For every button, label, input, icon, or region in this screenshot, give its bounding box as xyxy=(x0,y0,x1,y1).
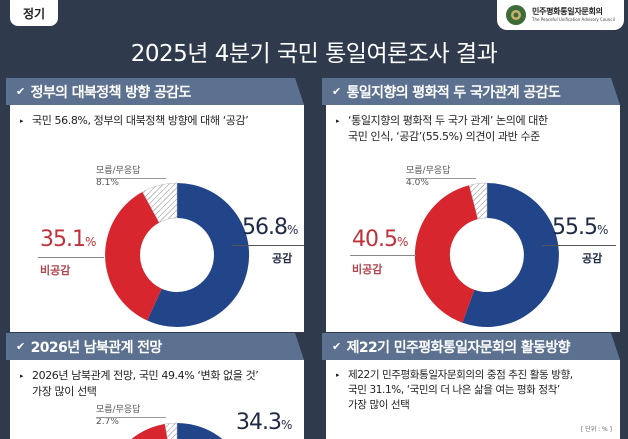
panel-heading-text: 통일지향의 평화적 두 국가관계 공감도 xyxy=(346,84,561,101)
dk-label: 모름/무응답 xyxy=(96,405,141,415)
check-icon: ✔ xyxy=(16,340,25,353)
logo-korean-name: 민주평화통일자문회의 xyxy=(532,7,603,16)
summary-line: 제22기 민주평화통일자문회의의 중점 추진 활동 방향, xyxy=(348,369,573,381)
panel-heading-text: 제22기 민주평화통일자문회의 활동방향 xyxy=(346,339,571,356)
slice-disagree xyxy=(414,185,478,323)
emblem-icon xyxy=(506,5,526,25)
panel-body: ▸ 2026년 남북관계 전망, 국민 49.4% ‘변화 없을 것’ 가장 많이… xyxy=(10,360,304,439)
disagree-value: 35.1% xyxy=(40,227,96,252)
better-value: 34.3% xyxy=(236,410,292,435)
slice-disagree xyxy=(105,191,162,321)
summary-text: ▸ 제22기 민주평화통일자문회의의 중점 추진 활동 방향, 국민 31.1%,… xyxy=(336,368,612,413)
slice-dont-know xyxy=(142,182,178,223)
disagree-label: 비공감 xyxy=(352,263,383,276)
summary-line: 국민 56.8%, 정부의 대북정책 방향에 대해 ‘공감’ xyxy=(32,114,249,127)
agree-value: 55.5% xyxy=(552,215,608,240)
dk-label: 모름/무응답 xyxy=(96,166,141,176)
panel-heading: ✔ 2026년 남북관계 전망 xyxy=(6,333,304,360)
check-icon: ✔ xyxy=(332,340,341,353)
donut-chart xyxy=(105,182,250,327)
dk-value: 8.1% xyxy=(96,178,119,188)
panel-council-direction: ✔ 제22기 민주평화통일자문회의 활동방향 ▸ 제22기 민주평화통일자문회의의… xyxy=(322,333,620,439)
panel-heading: ✔ 정부의 대북정책 방향 공감도 xyxy=(6,78,304,105)
slice-agree xyxy=(147,182,250,327)
slice-agree xyxy=(462,183,559,327)
summary-line: ‘통일지향의 평화적 두 국가 관계’ 논의에 대한 xyxy=(348,114,548,127)
summary-text: ▸ 국민 56.8%, 정부의 대북정책 방향에 대해 ‘공감’ xyxy=(20,113,296,129)
panel-heading: ✔ 제22기 민주평화통일자문회의 활동방향 xyxy=(322,333,620,360)
panel-heading-text: 정부의 대북정책 방향 공감도 xyxy=(30,84,192,101)
unit-label: [ 단위 : % ] xyxy=(580,426,612,433)
slice-dont-know xyxy=(164,422,178,439)
panel-heading: ✔ 통일지향의 평화적 두 국가관계 공감도 xyxy=(322,78,620,105)
page-title: 2025년 4분기 국민 통일여론조사 결과 xyxy=(130,41,498,67)
slice-red xyxy=(131,424,168,439)
summary-line: 국민 31.1%, ‘국민의 더 나은 삶을 여는 평화 정착’ xyxy=(348,384,560,396)
summary-line: 2026년 남북관계 전망, 국민 49.4% ‘변화 없을 것’ xyxy=(32,369,259,382)
panel-body: ▸ 국민 56.8%, 정부의 대북정책 방향에 대해 ‘공감’ 모름/무응답 8… xyxy=(10,105,304,332)
slice-dont-know xyxy=(468,182,488,220)
dk-label: 모름/무응답 xyxy=(406,166,451,176)
panel-body: ▸ 제22기 민주평화통일자문회의의 중점 추진 활동 방향, 국민 31.1%,… xyxy=(326,360,620,439)
panel-body: ▸ ‘통일지향의 평화적 두 국가 관계’ 논의에 대한 국민 인식, ‘공감’(… xyxy=(326,105,620,332)
panel-heading-text: 2026년 남북관계 전망 xyxy=(30,339,163,356)
bullet-icon: ▸ xyxy=(336,117,340,125)
summary-line: 가장 많이 선택 xyxy=(32,385,97,398)
summary-line: 국민 인식, ‘공감’(55.5%) 의견이 과반 수준 xyxy=(348,130,540,143)
donut-chart xyxy=(131,422,223,439)
dont-know-label: 모름/무응답 2.7% xyxy=(96,404,140,428)
organization-logo: 민주평화통일자문회의 The Peaceful Unification Advi… xyxy=(497,0,624,30)
bullet-icon: ▸ xyxy=(20,372,24,380)
donut-chart xyxy=(414,182,559,327)
logo-english-name: The Peaceful Unification Advisory Counci… xyxy=(532,17,615,22)
category-tag: 정기 xyxy=(10,0,58,26)
bullet-icon: ▸ xyxy=(336,371,340,379)
dont-know-label: 모름/무응답 4.0% xyxy=(406,165,450,189)
agree-value: 56.8% xyxy=(242,215,298,240)
panel-policy-empathy: ✔ 정부의 대북정책 방향 공감도 ▸ 국민 56.8%, 정부의 대북정책 방향… xyxy=(6,78,304,332)
dk-value: 4.0% xyxy=(406,178,429,188)
summary-text: ▸ ‘통일지향의 평화적 두 국가 관계’ 논의에 대한 국민 인식, ‘공감’(… xyxy=(336,113,612,144)
agree-label: 공감 xyxy=(272,252,293,265)
check-icon: ✔ xyxy=(332,85,341,98)
disagree-label: 비공감 xyxy=(40,264,71,277)
check-icon: ✔ xyxy=(16,85,25,98)
disagree-value: 40.5% xyxy=(352,227,408,252)
summary-text: ▸ 2026년 남북관계 전망, 국민 49.4% ‘변화 없을 것’ 가장 많이… xyxy=(20,368,296,399)
agree-label: 공감 xyxy=(582,252,603,265)
panel-two-state-empathy: ✔ 통일지향의 평화적 두 국가관계 공감도 ▸ ‘통일지향의 평화적 두 국가 … xyxy=(322,78,620,332)
dk-value: 2.7% xyxy=(96,417,119,427)
panel-2026-outlook: ✔ 2026년 남북관계 전망 ▸ 2026년 남북관계 전망, 국민 49.4%… xyxy=(6,333,304,439)
bullet-icon: ▸ xyxy=(20,117,24,125)
dont-know-label: 모름/무응답 8.1% xyxy=(96,165,140,189)
summary-line: 가장 많이 선택 xyxy=(348,399,410,411)
